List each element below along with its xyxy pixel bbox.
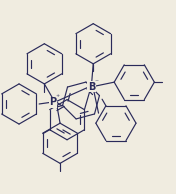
Text: ⁻: ⁻	[94, 77, 98, 86]
Text: ⁺: ⁺	[56, 93, 60, 102]
Text: P: P	[49, 97, 57, 107]
Text: B: B	[88, 81, 95, 92]
